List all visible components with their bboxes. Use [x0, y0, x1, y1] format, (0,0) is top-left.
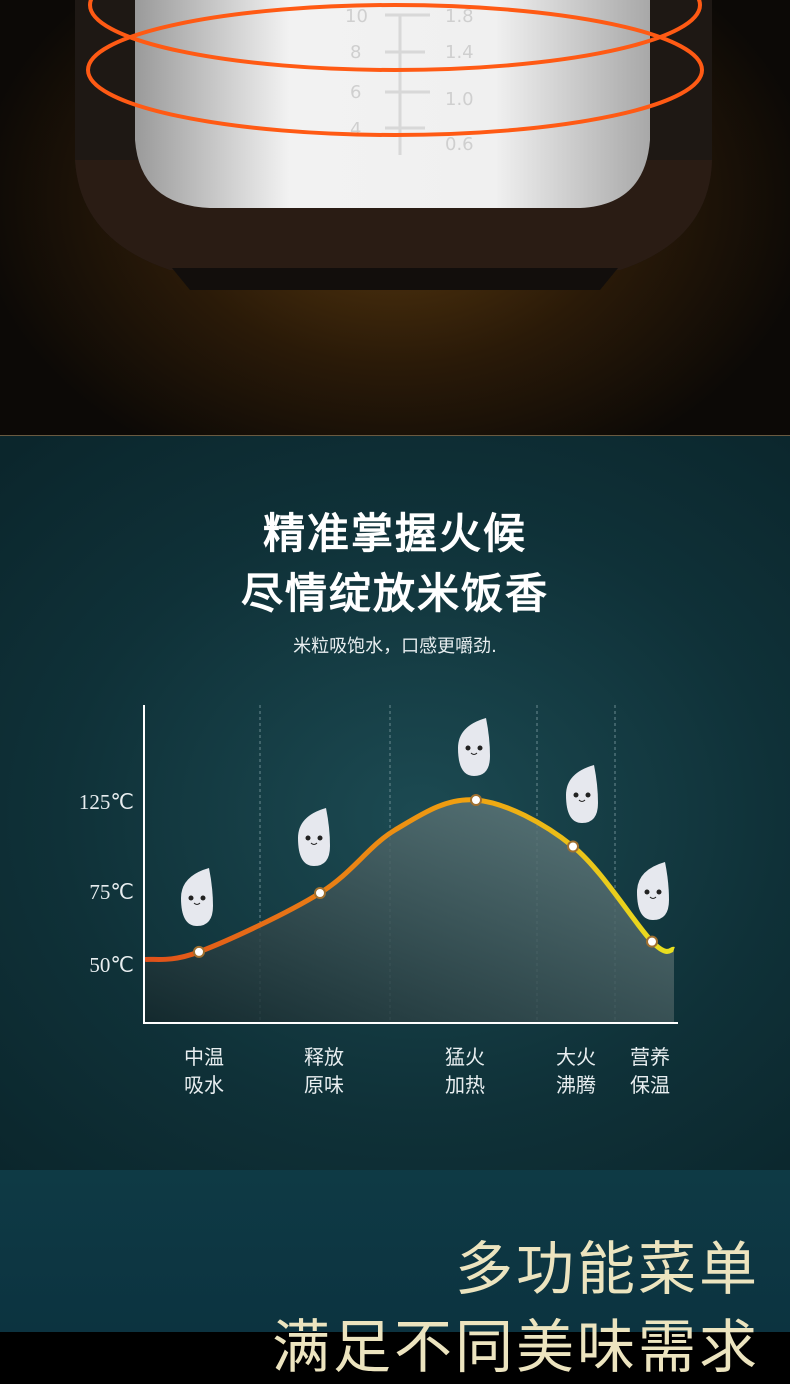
- menu-section: [0, 1170, 790, 1332]
- rice-grain-icon: [637, 862, 669, 920]
- x-category-label: 中温 吸水: [174, 1043, 234, 1099]
- svg-text:4: 4: [350, 119, 361, 140]
- chart-area: [145, 799, 674, 1022]
- section-title-2: 尽情绽放米饭香: [240, 569, 549, 618]
- x-label-line: 保温: [630, 1073, 670, 1097]
- section-subtitle: 米粒吸饱水，口感更嚼劲.: [293, 636, 497, 657]
- section-title-1: 精准掌握火候: [262, 509, 527, 558]
- rice-grain-icon: [458, 718, 490, 776]
- cooker-base: [172, 268, 618, 290]
- svg-text:1.4: 1.4: [445, 42, 474, 63]
- temperature-chart: [143, 705, 678, 1024]
- svg-text:6: 6: [350, 82, 361, 103]
- heating-rings: [86, 0, 704, 137]
- y-tick-75: 75℃: [89, 880, 134, 904]
- x-category-label: 营养 保温: [620, 1043, 680, 1099]
- svg-text:8: 8: [350, 42, 361, 63]
- inner-pot: [135, 0, 650, 208]
- x-label-line: 吸水: [184, 1073, 224, 1097]
- data-point: [314, 887, 326, 899]
- rice-grain-icon: [566, 765, 598, 823]
- data-point: [470, 794, 482, 806]
- data-point: [193, 945, 205, 958]
- x-label-line: 营养: [630, 1045, 670, 1069]
- data-point: [646, 935, 658, 948]
- x-label-line: 释放: [304, 1045, 344, 1069]
- heating-section: [0, 435, 790, 1170]
- rice-grain-icon: [298, 808, 330, 866]
- x-label-line: 中温: [184, 1045, 224, 1069]
- x-label-line: 原味: [304, 1073, 344, 1097]
- menu-title-2: 满足不同美味需求: [271, 1313, 760, 1381]
- y-tick-50: 50℃: [89, 953, 134, 977]
- chart-line: [144, 797, 675, 963]
- svg-text:1.8: 1.8: [445, 6, 474, 27]
- x-label-line: 加热: [445, 1073, 485, 1097]
- rice-grain-icon: [181, 868, 213, 926]
- cooker-illustration: 10 8 6 4 1.8 1.4 1.0 0.6: [75, 0, 712, 290]
- data-point: [567, 840, 579, 853]
- x-label-line: 猛火: [445, 1045, 485, 1069]
- svg-text:0.6: 0.6: [445, 134, 474, 155]
- x-category-label: 释放 原味: [294, 1043, 354, 1099]
- menu-title-1: 多功能菜单: [454, 1235, 760, 1303]
- svg-text:10: 10: [345, 6, 368, 27]
- x-category-label: 大火 沸腾: [546, 1043, 606, 1099]
- y-tick-125: 125℃: [78, 790, 134, 814]
- x-category-label: 猛火 加热: [435, 1043, 495, 1099]
- x-label-line: 沸腾: [556, 1073, 596, 1097]
- product-image-cooker: 10 8 6 4 1.8 1.4 1.0 0.6: [0, 0, 790, 435]
- svg-text:1.0: 1.0: [445, 89, 474, 110]
- x-label-line: 大火: [556, 1045, 596, 1069]
